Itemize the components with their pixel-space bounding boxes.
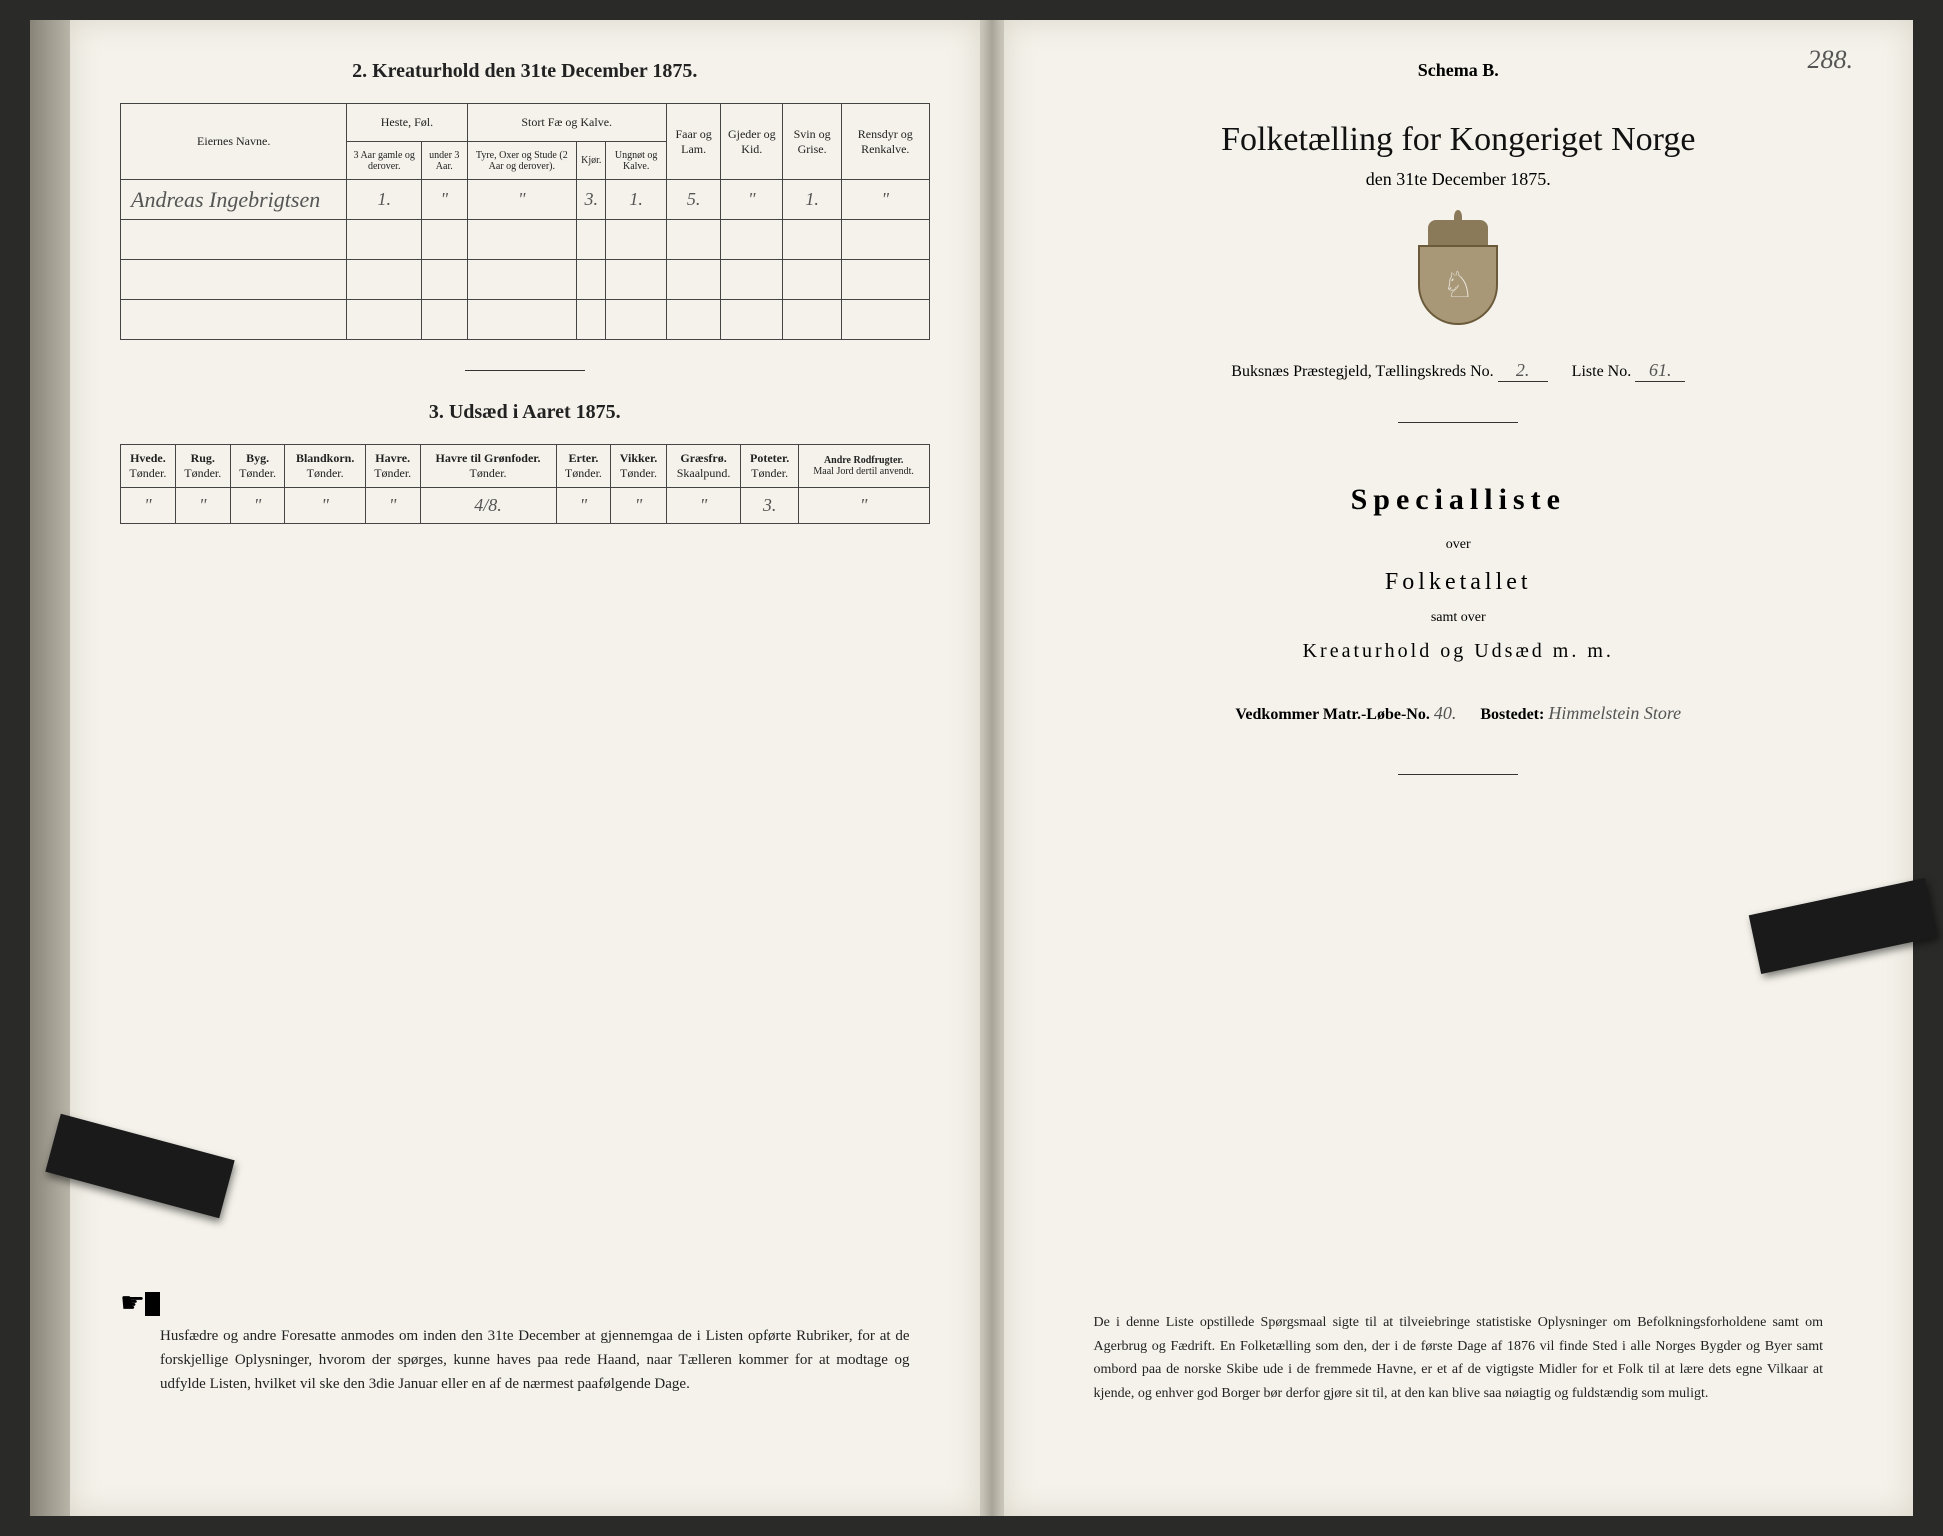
udsaed-table: Hvede.Tønder. Rug.Tønder. Byg.Tønder. Bl… <box>120 444 930 524</box>
cell: " <box>798 488 929 524</box>
table-row <box>121 300 930 340</box>
th-heste: Heste, Føl. <box>347 104 467 142</box>
th: Andre Rodfrugter.Maal Jord dertil anvend… <box>798 445 929 488</box>
left-footer-text: Husfædre og andre Foresatte anmodes om i… <box>160 1324 910 1396</box>
cell: " <box>721 180 783 220</box>
section3-title: 3. Udsæd i Aaret 1875. <box>120 401 930 424</box>
th: Havre til Grønfoder.Tønder. <box>420 445 556 488</box>
th-rensdyr: Rensdyr og Renkalve. <box>842 104 930 180</box>
th: Blandkorn.Tønder. <box>285 445 365 488</box>
th-under3: under 3 Aar. <box>422 142 467 180</box>
archive-clip <box>1749 878 1938 974</box>
cell: " <box>467 180 577 220</box>
cell: 1. <box>347 180 422 220</box>
cell: 1. <box>783 180 842 220</box>
th-ungnot: Ungnøt og Kalve. <box>606 142 667 180</box>
cell: 1. <box>606 180 667 220</box>
right-footer-text: De i denne Liste opstillede Spørgsmaal s… <box>1094 1311 1824 1406</box>
th-eiernes: Eiernes Navne. <box>121 104 347 180</box>
cell: " <box>121 488 176 524</box>
th: Rug.Tønder. <box>175 445 230 488</box>
table-row: Andreas Ingebrigtsen 1. " " 3. 1. 5. " 1… <box>121 180 930 220</box>
th: Erter.Tønder. <box>556 445 611 488</box>
folketallet-text: Folketallet <box>1054 569 1864 596</box>
cell: " <box>666 488 741 524</box>
cell: " <box>230 488 285 524</box>
bostedet-value: Himmelstein Store <box>1548 703 1681 723</box>
cell: " <box>365 488 420 524</box>
cell-name: Andreas Ingebrigtsen <box>121 180 347 220</box>
meta-line: Buksnæs Præstegjeld, Tællingskreds No. 2… <box>1054 360 1864 382</box>
divider <box>1398 422 1518 423</box>
pointing-hand-icon <box>120 1292 160 1316</box>
th: Hvede.Tønder. <box>121 445 176 488</box>
th: Havre.Tønder. <box>365 445 420 488</box>
over-text: over <box>1054 537 1864 553</box>
section2-title: 2. Kreaturhold den 31te December 1875. <box>120 60 930 83</box>
cell: " <box>175 488 230 524</box>
cell: 5. <box>666 180 720 220</box>
cell: 3. <box>741 488 798 524</box>
book-spread: 2. Kreaturhold den 31te December 1875. E… <box>30 20 1913 1516</box>
kreds-value: 2. <box>1498 360 1548 382</box>
book-spine <box>30 20 70 1516</box>
th-gjeder: Gjeder og Kid. <box>721 104 783 180</box>
left-page: 2. Kreaturhold den 31te December 1875. E… <box>70 20 982 1516</box>
schema-label: Schema B. <box>1054 60 1864 81</box>
cell: " <box>422 180 467 220</box>
specialliste-title: Specialliste <box>1054 483 1864 517</box>
table-row <box>121 220 930 260</box>
divider <box>465 370 585 371</box>
liste-label: Liste No. <box>1572 363 1632 380</box>
th-stortfae: Stort Fæ og Kalve. <box>467 104 666 142</box>
bostedet-label: Bostedet: <box>1480 706 1544 723</box>
cell: " <box>842 180 930 220</box>
cell: " <box>556 488 611 524</box>
kreaturhold-table: Eiernes Navne. Heste, Føl. Stort Fæ og K… <box>120 103 930 340</box>
page-number: 288. <box>1808 45 1854 75</box>
th-3aar: 3 Aar gamle og derover. <box>347 142 422 180</box>
archive-clip <box>45 1114 234 1219</box>
th: Græsfrø.Skaalpund. <box>666 445 741 488</box>
cell: 3. <box>577 180 606 220</box>
divider <box>1398 774 1518 775</box>
th-kjor: Kjør. <box>577 142 606 180</box>
cell: 4/8. <box>420 488 556 524</box>
th-faar: Faar og Lam. <box>666 104 720 180</box>
samt-text: samt over <box>1054 610 1864 626</box>
meta-prefix: Buksnæs Præstegjeld, Tællingskreds No. <box>1231 363 1493 380</box>
th-svin: Svin og Grise. <box>783 104 842 180</box>
coat-of-arms-icon: ♘ <box>1413 220 1503 330</box>
table-row: " " " " " 4/8. " " " 3. " <box>121 488 930 524</box>
right-page: 288. Schema B. Folketælling for Kongerig… <box>1002 20 1914 1516</box>
th: Byg.Tønder. <box>230 445 285 488</box>
cell: " <box>611 488 666 524</box>
th: Vikker.Tønder. <box>611 445 666 488</box>
th: Poteter.Tønder. <box>741 445 798 488</box>
page-gutter <box>982 20 1002 1516</box>
th-tyre: Tyre, Oxer og Stude (2 Aar og derover). <box>467 142 577 180</box>
main-title: Folketælling for Kongeriget Norge <box>1054 121 1864 159</box>
cell: " <box>285 488 365 524</box>
table-row <box>121 260 930 300</box>
vedkommer-line: Vedkommer Matr.-Løbe-No. 40. Bostedet: H… <box>1054 703 1864 724</box>
vedkommer-label1: Vedkommer Matr.-Løbe-No. <box>1235 706 1430 723</box>
matr-value: 40. <box>1434 703 1457 723</box>
liste-value: 61. <box>1635 360 1685 382</box>
sub-title: den 31te December 1875. <box>1054 169 1864 190</box>
kreatur-text: Kreaturhold og Udsæd m. m. <box>1054 640 1864 663</box>
